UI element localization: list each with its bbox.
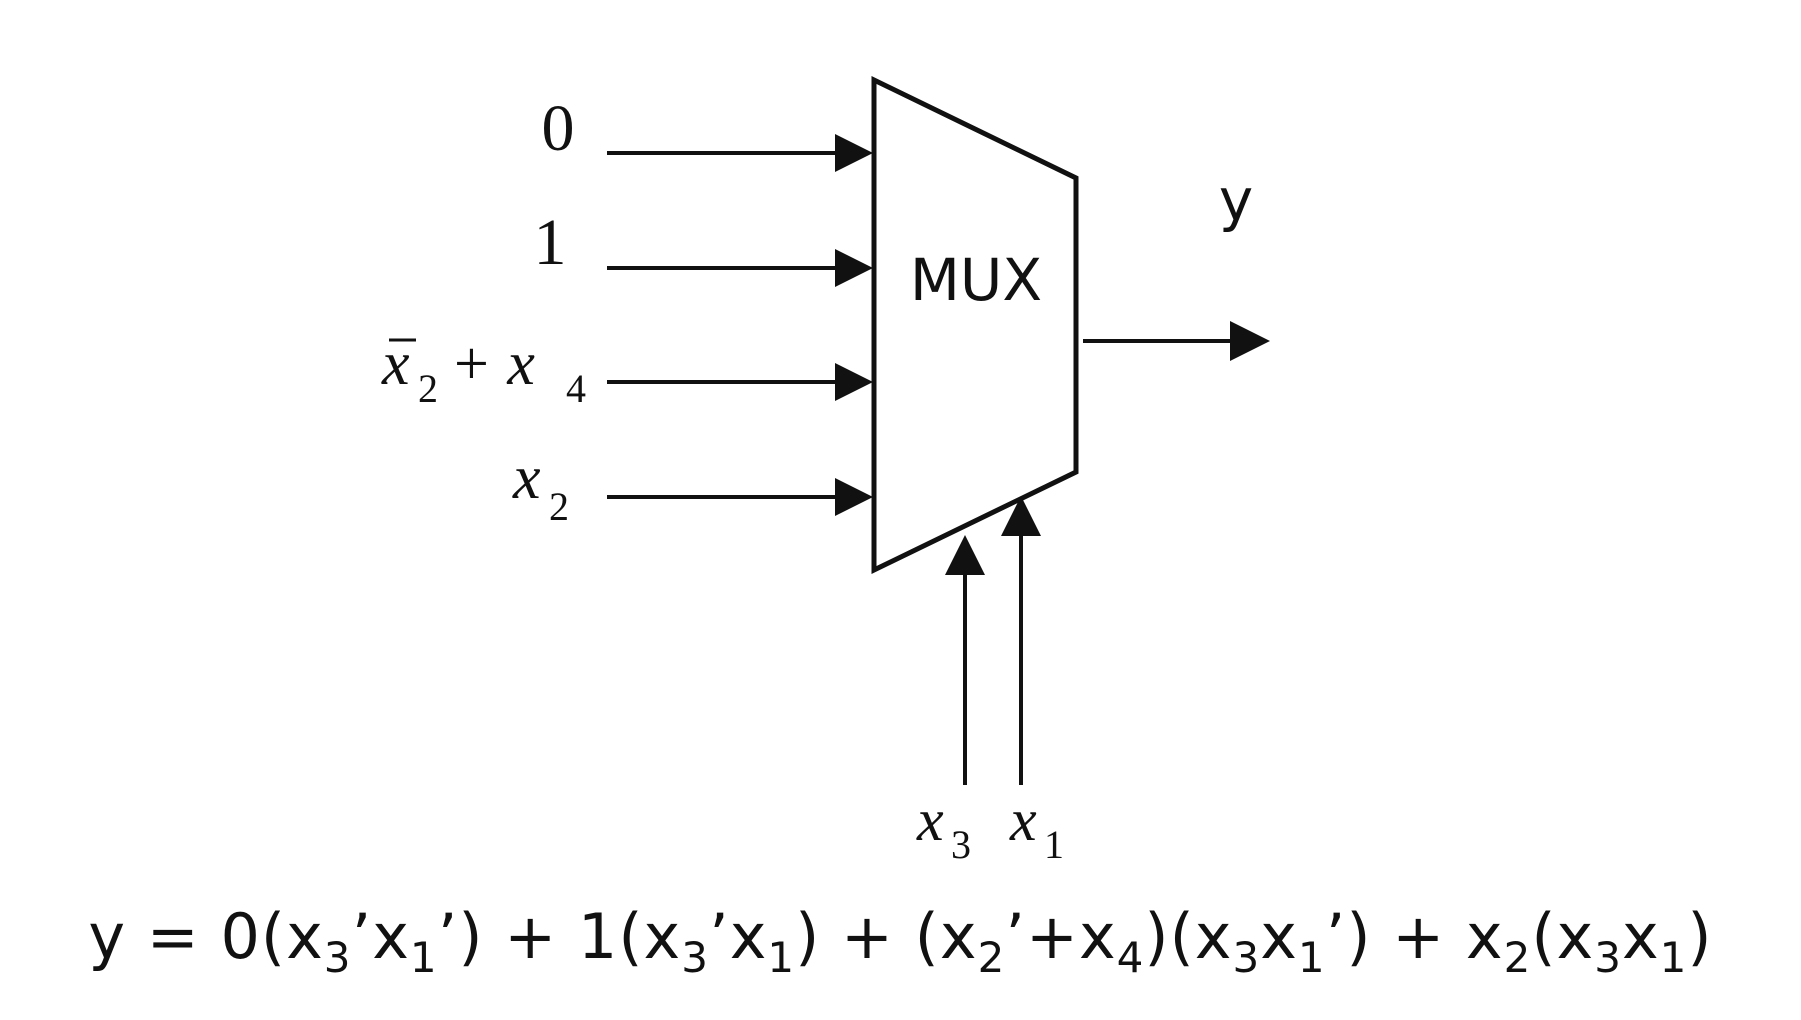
mux-block <box>871 76 1079 574</box>
output-label: y <box>1219 166 1253 234</box>
svg-text:+ x: + x <box>450 330 535 398</box>
input-label-2: x 2 + x 4 <box>381 330 586 411</box>
svg-text:x: x <box>381 330 410 398</box>
svg-text:4: 4 <box>566 366 586 411</box>
input-label-0: 0 <box>542 92 575 165</box>
svg-text:x: x <box>916 787 944 853</box>
svg-text:3: 3 <box>951 822 971 867</box>
svg-text:2: 2 <box>549 484 569 529</box>
select-label-x3: x 3 <box>916 787 971 867</box>
mux-diagram: MUX y 0 1 x 2 + x 4 <box>381 76 1270 867</box>
select-label-x1: x 1 <box>1009 787 1064 867</box>
boolean-equation: y = 0(x3’x1’) + 1(x3’x1) + (x2’+x4)(x3x1… <box>88 900 1713 982</box>
svg-text:x: x <box>512 444 541 512</box>
input-arrow-3 <box>607 478 873 516</box>
svg-text:1: 1 <box>1044 822 1064 867</box>
input-label-1: 1 <box>534 206 567 279</box>
svg-text:x: x <box>1009 787 1037 853</box>
output-arrow <box>1083 321 1270 361</box>
input-arrow-2 <box>607 363 873 401</box>
select-arrow-x1 <box>1001 496 1041 785</box>
input-arrow-1 <box>607 249 873 287</box>
select-arrow-x3 <box>945 535 985 785</box>
input-arrow-0 <box>607 134 873 172</box>
mux-label: MUX <box>910 246 1042 314</box>
input-label-3: x 2 <box>512 444 569 529</box>
svg-text:2: 2 <box>418 366 438 411</box>
